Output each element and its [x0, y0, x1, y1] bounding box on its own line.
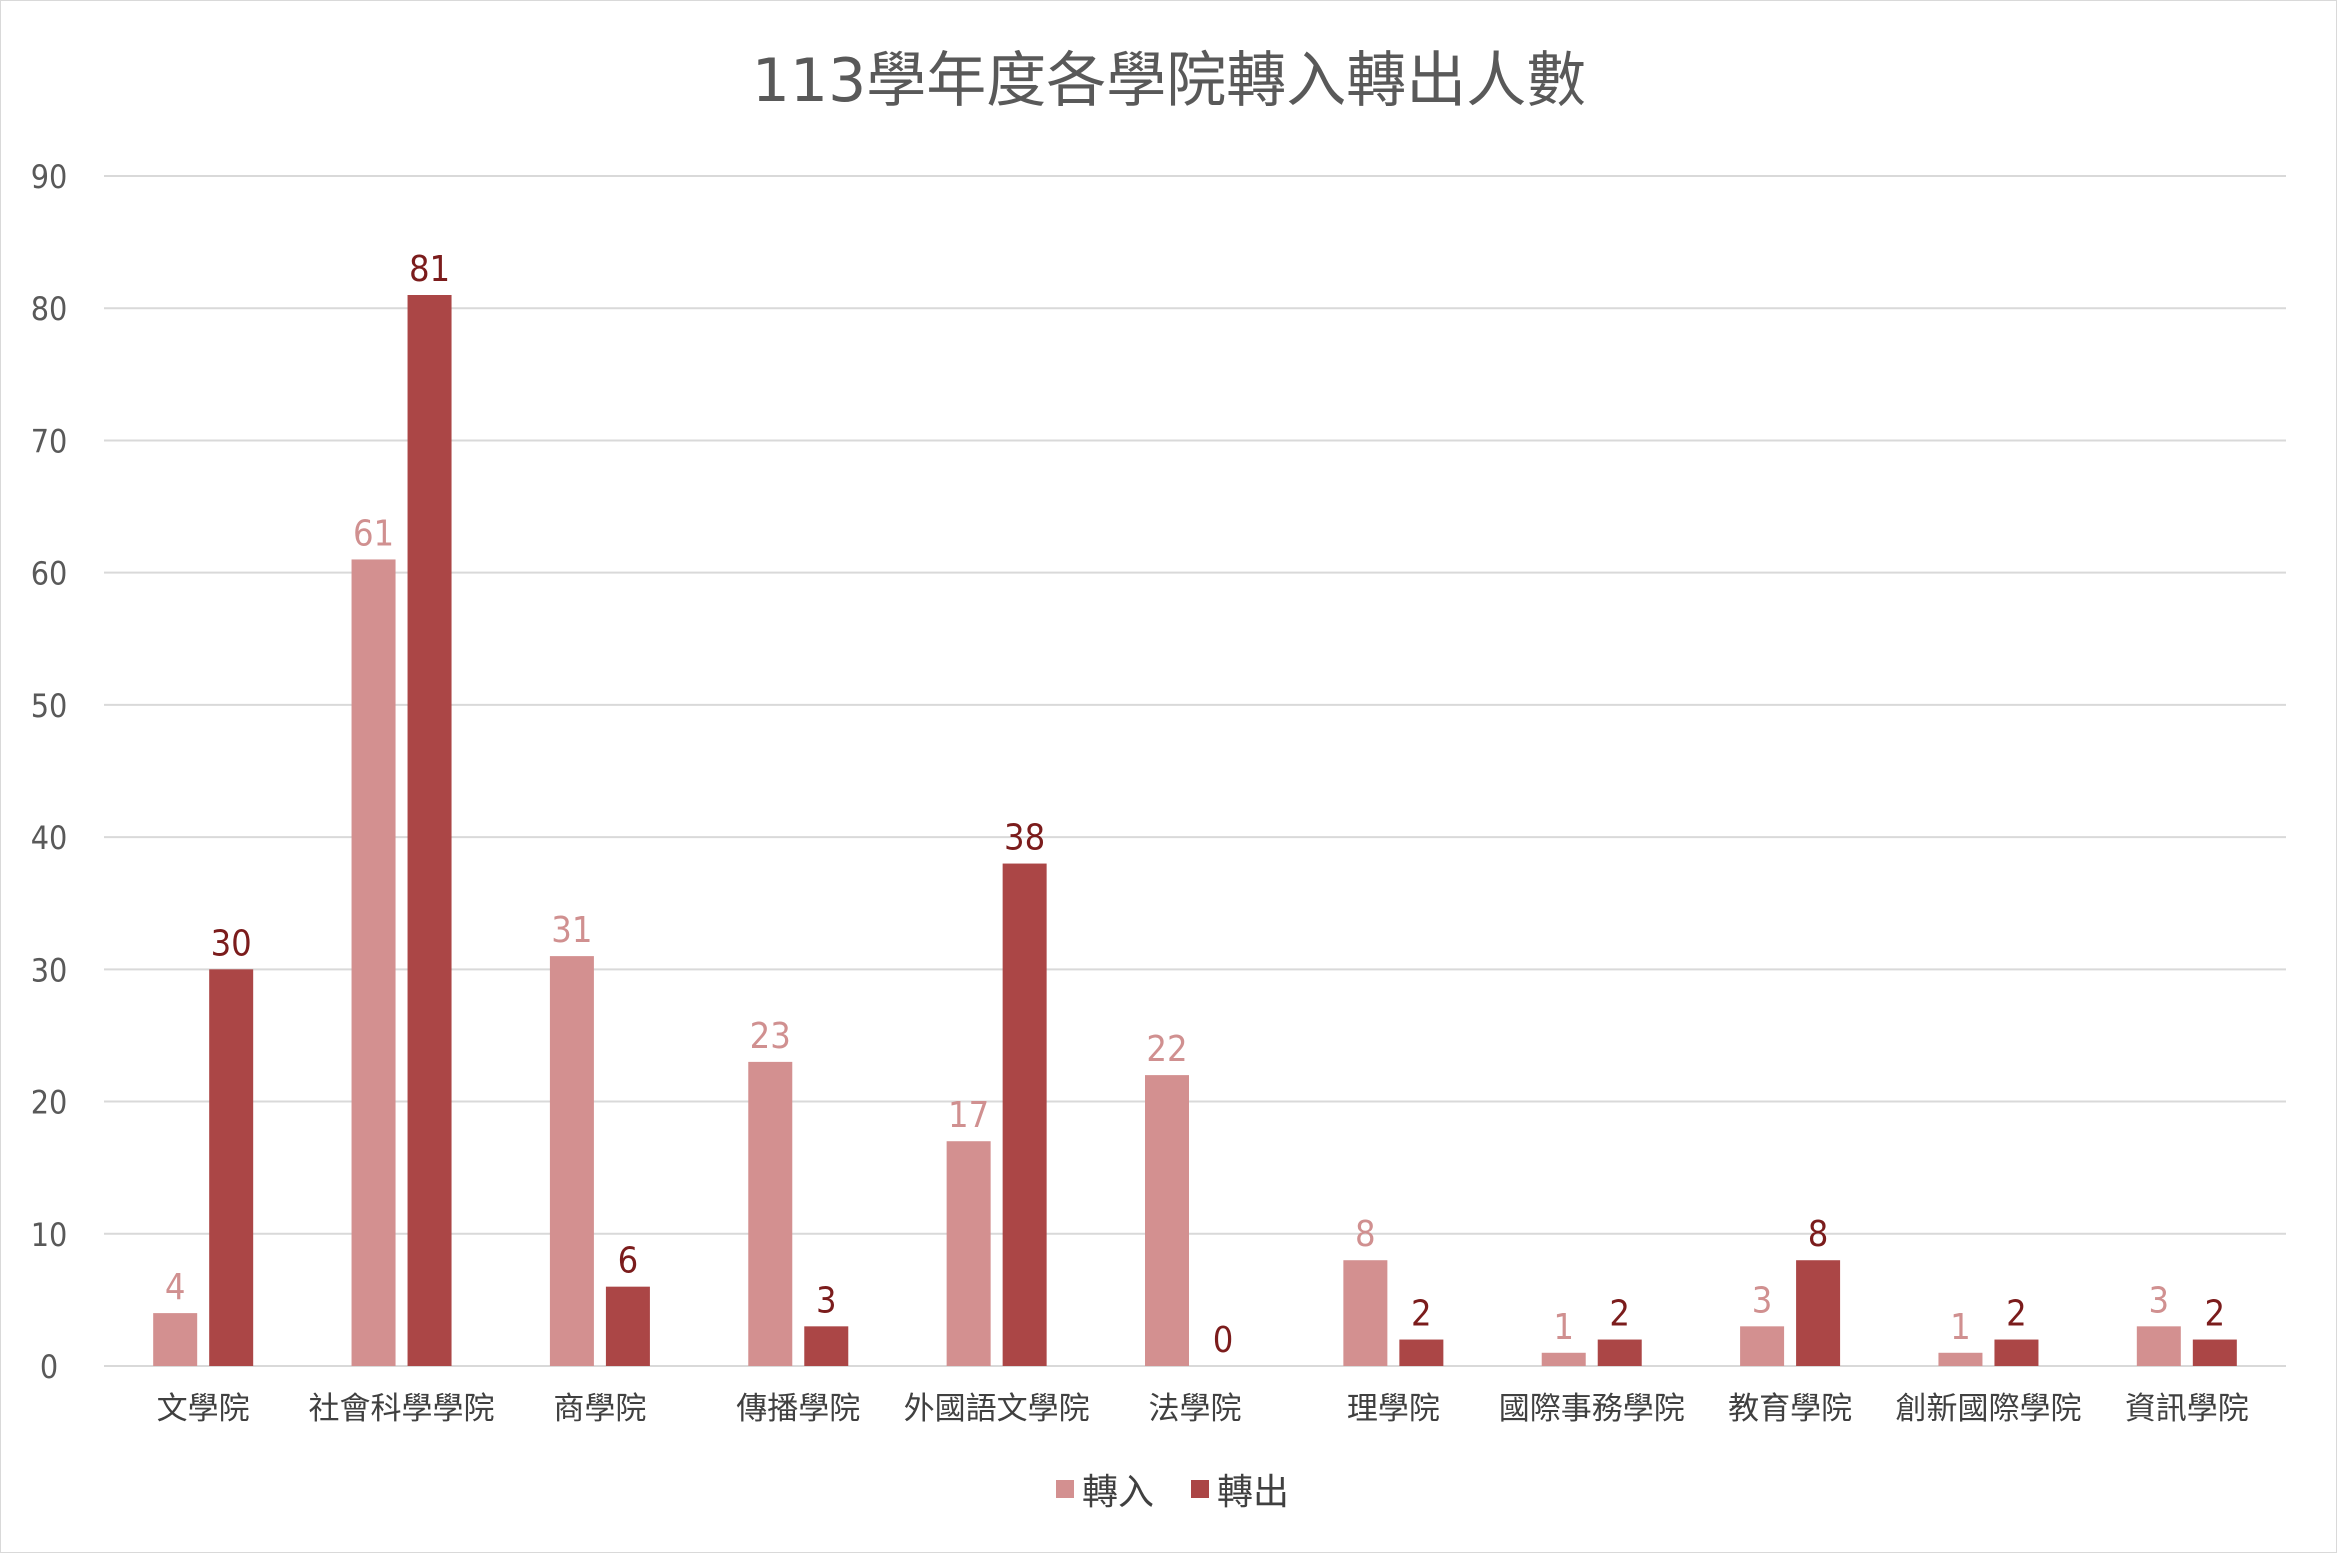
y-tick-label: 80 [31, 290, 68, 328]
x-tick-label: 教育學院 [1728, 1391, 1852, 1427]
data-label: 2 [1609, 1294, 1630, 1335]
data-label: 61 [353, 513, 394, 554]
y-tick-label: 0 [40, 1348, 58, 1386]
bar-out [1597, 1339, 1642, 1366]
bar-in [1343, 1260, 1388, 1366]
bar-out [804, 1326, 849, 1366]
bar-out [209, 969, 254, 1366]
data-label: 3 [816, 1280, 837, 1321]
bar-in [1740, 1326, 1785, 1366]
legend-label: 轉出 [1217, 1472, 1289, 1513]
bar-out [605, 1286, 650, 1366]
y-tick-label: 70 [31, 422, 68, 460]
data-label: 22 [1146, 1029, 1187, 1070]
data-label: 2 [2006, 1294, 2027, 1335]
data-label: 31 [551, 910, 592, 951]
bar-out [1796, 1260, 1841, 1366]
x-axis-ticks: 文學院 社會科學學院 商學院 傳播學院 外國語文學院 法學院 理學院 國際事務學院 教育學院 創新… [157, 1391, 2249, 1427]
bar-in [1541, 1352, 1586, 1366]
data-label: 2 [1411, 1294, 1432, 1335]
legend: 轉入 轉出 [1056, 1472, 1289, 1513]
x-tick-label: 外國語文學院 [904, 1391, 1090, 1427]
data-label: 3 [1752, 1280, 1773, 1321]
data-label: 38 [1004, 818, 1045, 859]
legend-swatch [1056, 1480, 1074, 1498]
data-label: 17 [948, 1095, 989, 1136]
x-tick-label: 法學院 [1149, 1391, 1242, 1427]
x-tick-label: 資訊學院 [2125, 1391, 2249, 1427]
bars [153, 295, 2237, 1366]
x-tick-label: 國際事務學院 [1499, 1391, 1685, 1427]
y-tick-label: 90 [31, 158, 68, 196]
bar-in [1145, 1075, 1189, 1366]
data-label: 81 [409, 249, 450, 290]
grid-lines [104, 175, 2286, 1367]
bar-in [1938, 1352, 1983, 1366]
bar-out [2192, 1339, 2237, 1366]
bar-in [748, 1061, 793, 1366]
x-tick-label: 社會科學學院 [309, 1391, 495, 1427]
data-label: 30 [211, 923, 252, 964]
x-tick-label: 商學院 [553, 1391, 646, 1427]
x-tick-label: 傳播學院 [736, 1391, 860, 1427]
x-tick-label: 文學院 [157, 1391, 250, 1427]
data-label: 0 [1213, 1320, 1234, 1361]
bar-in [946, 1141, 991, 1366]
bar-out [1002, 863, 1047, 1366]
y-tick-label: 10 [31, 1216, 68, 1254]
y-tick-label: 60 [31, 555, 68, 593]
chart-title: 113學年度各學院轉入轉出人數 [752, 46, 1587, 116]
data-label: 8 [1355, 1214, 1376, 1255]
data-label: 1 [1553, 1307, 1574, 1348]
bar-in [2136, 1326, 2181, 1366]
y-tick-label: 20 [31, 1084, 68, 1122]
bar-out [1399, 1339, 1444, 1366]
data-label: 1 [1950, 1307, 1971, 1348]
legend-label: 轉入 [1082, 1472, 1154, 1513]
data-label: 3 [2149, 1280, 2170, 1321]
bar-in [153, 1313, 198, 1366]
y-axis-ticks: 0 10 20 30 40 50 60 70 80 90 [31, 158, 68, 1386]
x-tick-label: 創新國際學院 [1895, 1391, 2081, 1427]
data-label: 8 [1808, 1214, 1829, 1255]
bar-in [549, 956, 594, 1366]
bar-out [407, 295, 452, 1366]
data-label: 4 [165, 1267, 186, 1308]
bar-out [1994, 1339, 2039, 1366]
legend-swatch [1191, 1480, 1209, 1498]
x-tick-label: 理學院 [1347, 1391, 1440, 1427]
y-tick-label: 40 [31, 819, 68, 857]
y-tick-label: 30 [31, 951, 68, 989]
data-label: 2 [2205, 1294, 2226, 1335]
data-label: 6 [618, 1241, 639, 1282]
bar-in [351, 559, 396, 1366]
y-tick-label: 50 [31, 687, 68, 725]
data-label: 23 [750, 1016, 791, 1057]
